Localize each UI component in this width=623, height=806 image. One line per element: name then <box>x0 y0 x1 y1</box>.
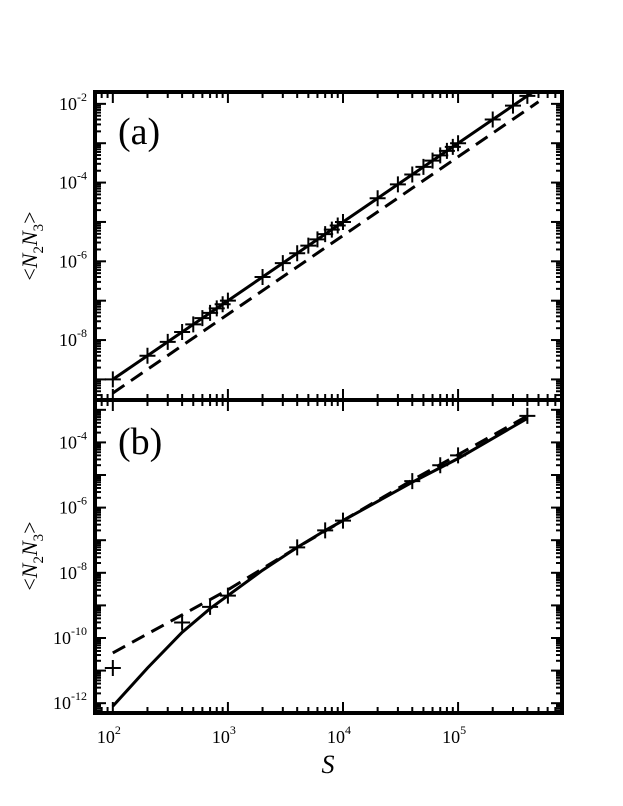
panel-b-data-point <box>432 457 449 474</box>
panel-b-data-point <box>450 447 467 464</box>
panel-a-data-point <box>519 92 536 104</box>
panel-b-data-point <box>174 614 191 631</box>
panel-b-data-point <box>104 660 121 677</box>
panel-a-y-axis-label: <N2N3> <box>17 211 47 280</box>
panel-b-solid-line <box>111 417 529 708</box>
panel-b-data-point <box>334 512 351 529</box>
panel-b-y-tick-labels: 10-12 10-10 10-8 10-6 10-4 <box>53 428 87 713</box>
panel-b-data-point <box>202 598 219 615</box>
panel-a-data-point <box>219 292 236 309</box>
panel-b-frame <box>93 398 564 715</box>
panel-a-data-point <box>484 111 501 128</box>
panel-b-label: (b) <box>118 421 162 463</box>
panel-a-y-tick-label: 10-4 <box>59 169 87 193</box>
panel-a-data-point <box>404 166 421 183</box>
panel-a-data-point <box>504 97 521 114</box>
panel-b-x-tick-label: 105 <box>442 723 466 747</box>
panel-b-y-tick-label: 10-12 <box>53 689 87 713</box>
panel-b-y-tick-label: 10-4 <box>59 428 87 452</box>
panel-a-y-tick-label: 10-6 <box>59 247 87 271</box>
panel-a-data-point <box>159 333 176 350</box>
panel-b-data-point <box>219 587 236 604</box>
panel-b-y-tick-label: 10-8 <box>59 559 87 583</box>
panel-a-data-point <box>274 255 291 272</box>
panel-a-y-tick-labels: 10-8 10-6 10-4 10-2 <box>59 90 87 350</box>
panel-b-x-tick-labels: 102 103 104 105 <box>97 723 466 747</box>
panel-b-data-point <box>519 407 536 424</box>
panel-a-series <box>104 92 540 395</box>
panel-a-data-point <box>174 324 191 341</box>
panel-b-y-axis-label: <N2N3> <box>17 521 47 590</box>
panel-b-x-tick-label: 103 <box>212 723 236 747</box>
panel-a-ticks <box>94 91 563 401</box>
panel-a-data-point <box>369 190 386 207</box>
panel-b-data-point <box>404 473 421 490</box>
panel-a-dashed-line <box>111 100 540 395</box>
panel-b-data-point <box>317 522 334 539</box>
panel-b-y-tick-label: 10-10 <box>53 624 87 648</box>
panel-b-data-point <box>289 539 306 556</box>
panel-b-plot-area <box>104 407 536 708</box>
panel-a-data-point <box>450 135 467 152</box>
panel-a-data-point <box>185 316 202 333</box>
panel-b-ticks <box>94 399 563 714</box>
panel-a-data-point <box>289 245 306 262</box>
panel-a-data-point <box>254 268 271 285</box>
panel-a-frame <box>93 90 564 402</box>
panel-a-data-point <box>104 371 121 388</box>
panel-b-x-tick-label: 102 <box>97 723 121 747</box>
panel-b-x-tick-label: 104 <box>327 723 351 747</box>
panel-b-y-tick-label: 10-6 <box>59 494 87 518</box>
panel-a-label: (a) <box>118 111 160 153</box>
panel-a-data-point <box>334 213 351 230</box>
panel-a-data-point <box>300 237 317 254</box>
panel-a-data-point <box>537 92 540 97</box>
panel-a-data-point <box>389 176 406 193</box>
panel-b-series <box>104 407 536 708</box>
panel-a-y-tick-label: 10-8 <box>59 326 87 350</box>
panel-a-plot-area <box>104 92 540 395</box>
panel-a-y-tick-label: 10-2 <box>59 90 87 114</box>
panel-a-data-point <box>139 347 156 364</box>
panel-a: 10-8 10-6 10-4 10-2 (a) <N2N3> <box>17 90 564 402</box>
x-axis-label: S <box>322 750 335 779</box>
panel-a-data-point <box>415 158 432 175</box>
